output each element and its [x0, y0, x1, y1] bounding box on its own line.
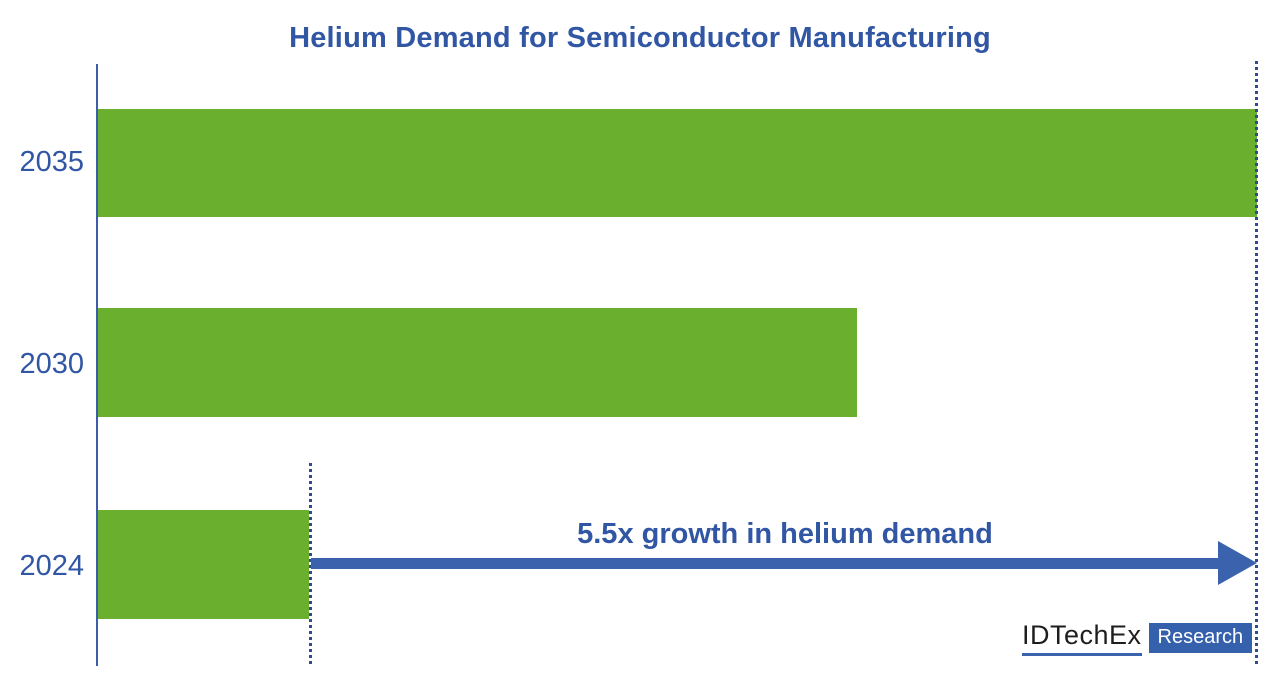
tick-label-2035: 2035: [19, 146, 84, 178]
y-axis-line: [96, 64, 98, 666]
growth-annotation-label: 5.5x growth in helium demand: [577, 518, 993, 550]
brand-logo-text: IDTechEx: [1022, 620, 1142, 656]
bar-2035: [98, 109, 1257, 217]
growth-arrow-shaft: [311, 558, 1218, 569]
bar-2024: [98, 510, 309, 619]
tick-label-2024: 2024: [19, 550, 84, 582]
bar-2030: [98, 308, 857, 417]
dotted-reference-line-2035: [1255, 61, 1258, 667]
chart-title: Helium Demand for Semiconductor Manufact…: [289, 22, 991, 54]
tick-label-2030: 2030: [19, 348, 84, 380]
brand-logo-badge: Research: [1148, 623, 1253, 653]
brand-logo: IDTechEx Research: [1022, 620, 1253, 656]
dotted-reference-line-2024: [309, 463, 312, 666]
growth-arrow-head-icon: [1218, 541, 1257, 585]
